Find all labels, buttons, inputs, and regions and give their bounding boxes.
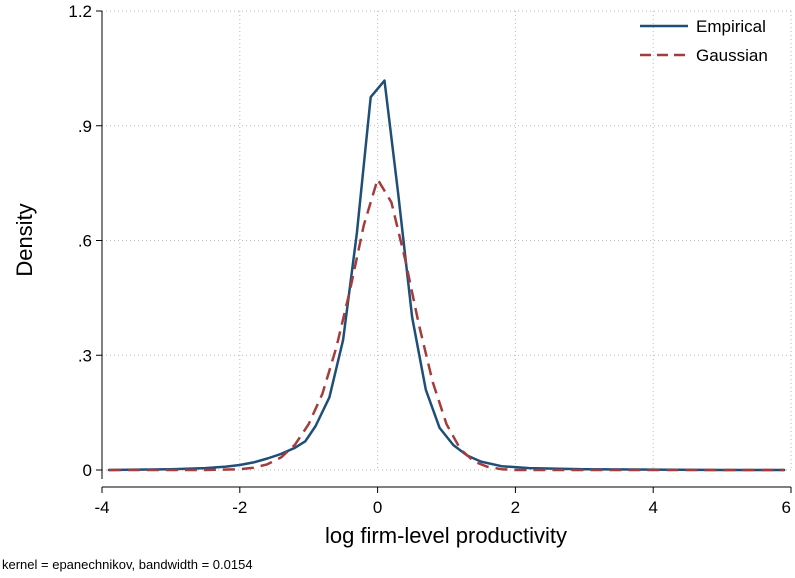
series-line-empirical (107, 79, 786, 472)
x-tick-label: 2 (511, 498, 520, 517)
x-tick-label: 0 (373, 498, 382, 517)
x-tick-label: -2 (232, 498, 247, 517)
y-tick-label: .3 (78, 346, 92, 365)
y-tick-label: 1.2 (68, 2, 92, 21)
kernel-note: kernel = epanechnikov, bandwidth = 0.015… (2, 557, 253, 572)
y-tick-label: .9 (78, 117, 92, 136)
x-tick-label: 4 (648, 498, 657, 517)
axes (101, 11, 791, 488)
grid-lines (102, 10, 792, 471)
x-tick-label: 6 (782, 498, 791, 517)
y-ticks: 0 .3 .6 .9 1.2 (68, 2, 102, 480)
y-axis-title: Density (12, 203, 37, 276)
y-tick-label: .6 (78, 232, 92, 251)
legend-label-gaussian: Gaussian (696, 46, 768, 65)
series-line-gaussian (108, 178, 785, 472)
y-tick-label: 0 (83, 461, 92, 480)
legend: Empirical Gaussian (640, 17, 768, 65)
series-lines (107, 79, 786, 472)
x-axis-title: log firm-level productivity (325, 523, 567, 548)
x-tick-label: -4 (94, 498, 109, 517)
x-ticks: -4 -2 0 2 4 6 (94, 487, 792, 517)
legend-label-empirical: Empirical (696, 17, 766, 36)
